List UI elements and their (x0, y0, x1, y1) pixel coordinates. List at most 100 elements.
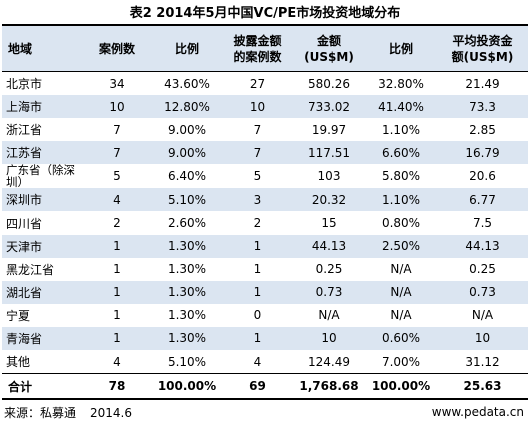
cell-region: 宁夏 (6, 308, 31, 323)
cell-region: 北京市 (6, 77, 43, 92)
cell-cases: 1 (113, 239, 121, 254)
cell-avg: 10 (474, 331, 491, 346)
table-title: 表2 2014年5月中国VC/PE市场投资地域分布 (129, 6, 401, 21)
header-disclosed-line2: 的案例数 (233, 49, 282, 64)
cell-ratio: 9.00% (167, 145, 207, 160)
cell-region: 浙江省 (6, 123, 43, 138)
cell-region: 青海省 (6, 331, 43, 346)
header-avg-line2: 额(US$M) (451, 49, 514, 64)
header-amount-line1: 金额 (316, 33, 341, 48)
cell-amount: 0.73 (315, 285, 343, 300)
cell-region: 其他 (6, 355, 31, 370)
header-cases: 案例数 (82, 24, 152, 72)
total-amount: 1,768.68 (293, 373, 365, 401)
site-url: www.pedata.cn (431, 405, 524, 419)
cell-ratio: 1.30% (167, 262, 207, 277)
cell-disclosed: 10 (249, 99, 266, 114)
cell-ratio: 6.40% (167, 169, 207, 184)
cell-avg: 16.79 (465, 145, 500, 160)
cell-disclosed: 1 (253, 285, 262, 300)
cell-amount: 0.25 (315, 262, 343, 277)
cell-amount-ratio: 1.10% (381, 192, 421, 207)
cell-amount: 20.32 (311, 192, 347, 207)
header-amount: 金额 (US$M) (293, 24, 365, 72)
cell-cases: 7 (113, 122, 121, 137)
cell-avg: 0.25 (469, 262, 496, 277)
total-amount-ratio: 100.00% (365, 373, 437, 401)
cell-ratio: 12.80% (164, 99, 210, 114)
cell-cases: 4 (113, 354, 121, 369)
cell-cases: 10 (109, 99, 125, 114)
cell-amount: 44.13 (311, 239, 347, 254)
table-row: 宁夏 1 1.30% 0 N/A N/A N/A (2, 304, 528, 327)
cell-amount-ratio: 32.80% (378, 76, 424, 91)
cell-amount-ratio: N/A (390, 308, 412, 323)
total-label: 合计 (2, 373, 82, 401)
cell-disclosed: 1 (253, 262, 262, 277)
cell-avg: 7.5 (472, 216, 493, 231)
cell-amount-ratio: 6.60% (381, 145, 421, 160)
table-row: 青海省 1 1.30% 1 10 0.60% 10 (2, 326, 528, 351)
table-row: 其他 4 5.10% 4 124.49 7.00% 31.12 (2, 350, 528, 374)
total-avg: 25.63 (437, 373, 528, 401)
header-ratio: 比例 (152, 24, 222, 72)
cell-cases: 2 (113, 216, 121, 231)
cell-avg: 31.12 (465, 354, 500, 369)
cell-ratio: 1.30% (167, 308, 207, 323)
cell-ratio: 5.10% (167, 192, 207, 207)
cell-cases: 7 (113, 145, 121, 160)
header-disclosed-line1: 披露金额 (233, 33, 282, 48)
cell-ratio: 1.30% (167, 285, 207, 300)
cell-cases: 4 (113, 192, 121, 207)
table-row: 天津市 1 1.30% 1 44.13 2.50% 44.13 (2, 234, 528, 258)
cell-avg: 6.77 (469, 192, 496, 207)
cell-disclosed: 5 (253, 169, 262, 184)
cell-region: 四川省 (6, 216, 43, 231)
total-disclosed: 69 (222, 373, 293, 401)
header-disclosed: 披露金额 的案例数 (222, 24, 293, 72)
header-region: 地域 (2, 24, 82, 72)
cell-amount-ratio: 2.50% (381, 239, 421, 254)
cell-avg: 44.13 (465, 239, 500, 254)
source-note: 来源：私募通 2014.6 (4, 404, 132, 421)
cell-amount: 733.02 (308, 99, 350, 114)
cell-avg: N/A (471, 308, 494, 323)
cell-region: 江苏省 (6, 146, 43, 161)
table-row: 四川省 2 2.60% 2 15 0.80% 7.5 (2, 211, 528, 234)
cell-cases: 5 (113, 169, 121, 184)
header-amount-ratio: 比例 (365, 24, 437, 72)
header-row: 地域 案例数 比例 披露金额 的案例数 金额 (US$M) 比例 平均投资金 额… (2, 24, 528, 72)
table-row: 浙江省 7 9.00% 7 19.97 1.10% 2.85 (2, 118, 528, 141)
table-row: 湖北省 1 1.30% 1 0.73 N/A 0.73 (2, 280, 528, 304)
cell-cases: 1 (113, 285, 121, 300)
source-date: 2014.6 (90, 406, 133, 420)
cell-amount: 117.51 (308, 145, 350, 160)
cell-amount: N/A (318, 308, 340, 323)
cell-cases: 1 (113, 308, 121, 323)
cell-disclosed: 1 (253, 239, 262, 254)
cell-ratio: 1.30% (167, 331, 207, 346)
table-body: 北京市 34 43.60% 27 580.26 32.80% 21.49 上海市… (2, 72, 528, 374)
cell-cases: 34 (109, 76, 125, 91)
cell-ratio: 43.60% (164, 76, 210, 91)
cell-avg: 2.85 (469, 122, 496, 137)
cell-amount: 19.97 (311, 122, 347, 137)
cell-amount: 124.49 (308, 354, 350, 369)
cell-ratio: 5.10% (167, 354, 207, 369)
cell-amount-ratio: 0.60% (381, 331, 421, 346)
cell-amount-ratio: 1.10% (381, 122, 421, 137)
total-row: 合计 78 100.00% 69 1,768.68 100.00% 25.63 (2, 373, 528, 401)
cell-amount-ratio: 5.80% (381, 169, 421, 184)
cell-amount-ratio: 0.80% (381, 216, 421, 231)
cell-disclosed: 4 (253, 354, 262, 369)
cell-avg: 20.6 (469, 169, 496, 184)
total-cases: 78 (82, 373, 152, 401)
cell-ratio: 9.00% (167, 122, 207, 137)
cell-region: 深圳市 (6, 193, 43, 208)
table-row: 上海市 10 12.80% 10 733.02 41.40% 73.3 (2, 95, 528, 119)
cell-disclosed: 3 (253, 192, 262, 207)
cell-cases: 1 (113, 262, 121, 277)
cell-disclosed: 27 (249, 76, 266, 91)
region-distribution-table: 地域 案例数 比例 披露金额 的案例数 金额 (US$M) 比例 平均投资金 额… (2, 24, 528, 401)
table-row: 黑龙江省 1 1.30% 1 0.25 N/A 0.25 (2, 258, 528, 281)
